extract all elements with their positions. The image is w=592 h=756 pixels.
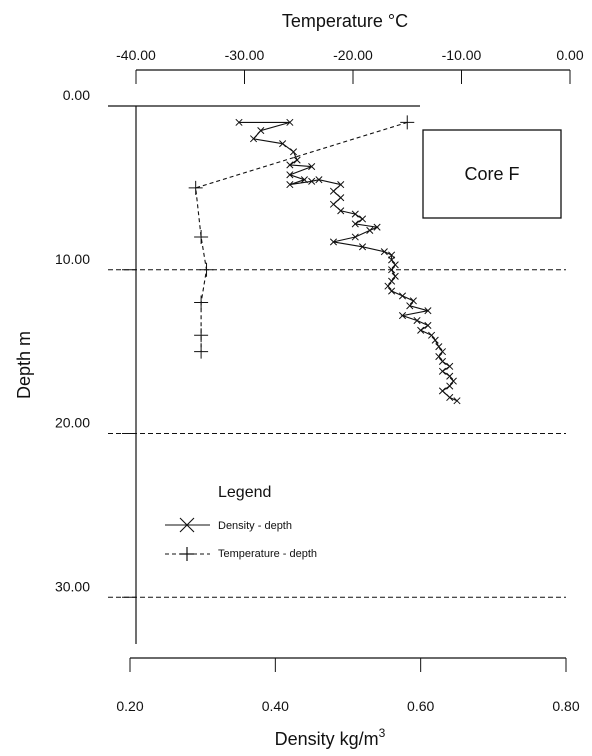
series-0-point-48 [435, 352, 443, 361]
series-0-point-18 [337, 207, 345, 215]
series-layer [188, 115, 461, 405]
series-0-point-57 [453, 397, 461, 405]
core-label: Core F [464, 164, 519, 184]
series-1-point-0 [400, 115, 415, 130]
series-0-point-45 [431, 336, 439, 344]
series-1-line [195, 121, 408, 352]
series-0-point-24 [351, 233, 359, 241]
series-0-point-0 [235, 118, 243, 126]
left-tick-label-1: 10.00 [55, 251, 90, 267]
legend: Legend Density - depth Temperature - dep… [165, 484, 317, 561]
series-0-point-38 [406, 302, 414, 310]
series-0-point-42 [424, 321, 432, 329]
series-0-point-3 [249, 135, 258, 143]
series-0-point-30 [391, 261, 399, 269]
series-0-point-9 [286, 171, 294, 179]
series-0-point-46 [435, 343, 443, 351]
series-0-point-2 [257, 127, 265, 135]
legend-density-label: Density - depth [218, 520, 292, 532]
top-axis-ticks: -40.00 -30.00 -20.00 -10.00 0.00 [116, 47, 584, 84]
series-0-point-35 [388, 287, 396, 295]
series-0-point-10 [300, 176, 308, 184]
series-0-point-15 [329, 187, 338, 195]
legend-temperature-marker [180, 547, 194, 561]
series-1-point-1 [188, 180, 203, 195]
bottom-axis-title-superscript: 3 [379, 726, 386, 740]
series-0-point-20 [358, 215, 367, 223]
bottom-tick-label-1: 0.40 [262, 698, 289, 714]
series-0-point-41 [413, 316, 421, 325]
bottom-axis-ticks: 0.20 0.40 0.60 0.80 [116, 658, 580, 714]
legend-title: Legend [218, 484, 271, 501]
series-0-point-7 [286, 161, 294, 169]
series-0-point-53 [449, 377, 457, 385]
top-tick-label-2: -20.00 [333, 47, 373, 63]
series-0-point-21 [351, 220, 359, 228]
left-axis-ticks: 0.00 10.00 20.00 30.00 [55, 87, 136, 598]
series-0-point-40 [398, 312, 407, 320]
left-tick-label-2: 20.00 [55, 415, 90, 431]
top-tick-label-4: 0.00 [556, 47, 583, 63]
series-0-point-34 [384, 282, 392, 290]
left-tick-label-0: 0.00 [63, 87, 90, 103]
series-0-point-55 [438, 387, 447, 395]
series-0-point-14 [337, 181, 345, 189]
series-1-point-6 [194, 344, 209, 359]
series-0-point-29 [388, 256, 396, 264]
series-0-point-1 [286, 118, 294, 126]
series-0-point-44 [428, 331, 436, 339]
series-0-point-4 [279, 140, 287, 148]
left-tick-label-3: 30.00 [55, 578, 90, 594]
series-0-point-33 [388, 277, 396, 285]
series-0-point-31 [388, 266, 396, 274]
series-0-point-50 [446, 362, 454, 370]
series-0-point-37 [409, 297, 417, 305]
series-0-point-5 [289, 148, 298, 156]
top-tick-label-3: -10.00 [442, 47, 482, 63]
series-0-point-52 [446, 372, 454, 380]
series-0-point-49 [438, 357, 447, 366]
legend-temperature-label: Temperature - depth [218, 548, 317, 560]
bottom-tick-label-0: 0.20 [116, 698, 143, 714]
bottom-axis-title-text: Density kg/m [275, 729, 379, 749]
series-0-point-56 [446, 393, 454, 402]
series-0-point-36 [398, 292, 407, 300]
series-0-point-32 [391, 272, 399, 280]
series-0-point-43 [417, 326, 425, 334]
gridlines [108, 269, 566, 598]
series-0-point-16 [337, 194, 345, 202]
series-0-point-39 [424, 307, 432, 315]
series-1-point-2 [194, 230, 209, 244]
series-0-point-47 [438, 348, 447, 356]
series-0-point-6 [293, 156, 301, 164]
bottom-tick-label-2: 0.60 [407, 698, 434, 714]
bottom-tick-label-3: 0.80 [552, 698, 579, 714]
left-axis-title: Depth m [14, 331, 34, 399]
series-0-point-22 [373, 223, 381, 231]
series-1-point-4 [194, 295, 209, 310]
series-0-point-17 [329, 200, 338, 208]
series-0-point-54 [446, 382, 454, 390]
core-label-box [422, 129, 562, 219]
series-1-point-3 [199, 262, 214, 277]
bottom-axis-title: Density kg/m3 [275, 726, 386, 749]
top-tick-label-0: -40.00 [116, 47, 156, 63]
series-0-point-25 [329, 238, 338, 246]
series-0-point-13 [315, 176, 323, 184]
series-0-point-12 [308, 177, 316, 185]
axes [108, 69, 570, 659]
series-0-point-26 [358, 243, 367, 251]
series-0-point-23 [366, 226, 374, 235]
top-tick-label-1: -30.00 [225, 47, 265, 63]
series-1-point-5 [194, 328, 209, 343]
series-0-point-11 [286, 181, 294, 189]
legend-density-marker [179, 517, 195, 533]
series-0-point-8 [308, 163, 316, 171]
series-0-point-27 [380, 248, 388, 256]
series-0-point-51 [438, 367, 447, 375]
top-axis-title: Temperature °C [282, 11, 408, 31]
series-0-point-19 [351, 210, 359, 218]
